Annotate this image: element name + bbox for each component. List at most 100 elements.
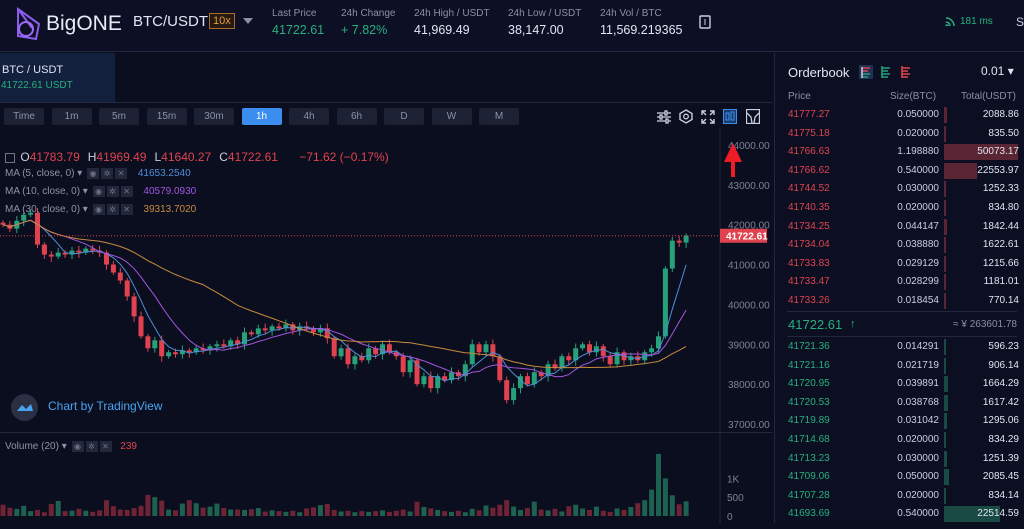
depth-bar <box>944 181 946 198</box>
price: 41766.62 <box>788 164 830 176</box>
ma-value: 40579.0930 <box>143 186 197 198</box>
timeframe-5m[interactable]: 5m <box>99 108 139 125</box>
ma-label[interactable]: MA (10, close, 0) <box>5 186 81 198</box>
price: 41693.69 <box>788 508 830 520</box>
volume-bar <box>566 506 572 516</box>
close-icon[interactable]: ✕ <box>120 204 133 215</box>
candle <box>138 311 144 339</box>
pair-tab[interactable]: BTC / USDT 41722.61 USDT <box>0 53 115 102</box>
gear-icon[interactable] <box>679 109 693 124</box>
ask-row[interactable]: 41766.62 0.540000 22553.97 <box>775 162 1024 180</box>
eye-icon[interactable]: ◉ <box>92 204 105 215</box>
pair-dropdown-icon[interactable] <box>243 18 253 24</box>
stat-label: 24h Change <box>341 8 396 19</box>
volume-bar <box>628 506 634 516</box>
close-icon[interactable]: ✕ <box>99 441 112 452</box>
document-icon[interactable] <box>699 15 711 29</box>
candle <box>600 343 606 362</box>
menu-cut-label[interactable]: S <box>1016 15 1024 29</box>
volume-bar <box>83 510 89 516</box>
candle <box>283 319 289 332</box>
price: 41720.53 <box>788 396 830 408</box>
bid-row[interactable]: 41720.95 0.039891 1664.29 <box>775 375 1024 393</box>
timeframe-1m[interactable]: 1m <box>51 108 92 125</box>
price: 41709.06 <box>788 471 830 483</box>
price: 41721.16 <box>788 359 830 371</box>
bid-row[interactable]: 41721.16 0.021719 906.14 <box>775 357 1024 375</box>
asks-view-icon[interactable] <box>899 65 913 79</box>
volume-bar <box>166 509 172 516</box>
stat-label: Last Price <box>272 8 317 19</box>
bigone-logo[interactable] <box>12 6 42 42</box>
timeframe-d[interactable]: D <box>384 108 424 125</box>
eye-icon[interactable]: ◉ <box>92 186 105 197</box>
ask-row[interactable]: 41734.04 0.038880 1622.61 <box>775 236 1024 254</box>
bid-row[interactable]: 41721.36 0.014291 596.23 <box>775 338 1024 356</box>
size: 0.038880 <box>897 239 939 251</box>
precision-select[interactable]: 0.01 ▾ <box>981 64 1014 78</box>
candlestick-plot[interactable]: 44000.00 43000.00 42000.00 41000.00 40000.00… <box>0 129 772 432</box>
volume-bar <box>124 509 130 516</box>
timeframe-1h[interactable]: 1h <box>241 108 282 125</box>
ask-row[interactable]: 41733.83 0.029129 1215.66 <box>775 255 1024 273</box>
timeframe-15m[interactable]: 15m <box>146 108 187 125</box>
timeframe-30m[interactable]: 30m <box>194 108 234 125</box>
price: 41713.23 <box>788 452 830 464</box>
ask-row[interactable]: 41734.25 0.044147 1842.44 <box>775 218 1024 236</box>
volume-bar <box>304 508 310 516</box>
ask-row[interactable]: 41733.47 0.028299 1181.01 <box>775 273 1024 291</box>
depth-chart-icon[interactable] <box>746 109 760 124</box>
indicators-settings-icon[interactable] <box>656 110 672 124</box>
volume-bar <box>621 509 627 516</box>
gear-icon[interactable]: ✲ <box>101 168 114 179</box>
volume-value: 239 <box>120 441 137 453</box>
candle <box>48 250 54 262</box>
close-icon[interactable]: ✕ <box>120 186 133 197</box>
ask-row[interactable]: 41777.27 0.050000 2088.86 <box>775 106 1024 124</box>
timeframe-6h[interactable]: 6h <box>336 108 377 125</box>
bid-row[interactable]: 41707.28 0.020000 834.14 <box>775 487 1024 505</box>
tradingview-watermark[interactable]: Chart by TradingView <box>48 399 163 413</box>
ask-row[interactable]: 41766.63 1.198880 50073.17 <box>775 143 1024 161</box>
bid-row[interactable]: 41713.23 0.030000 1251.39 <box>775 450 1024 468</box>
gear-icon[interactable]: ✲ <box>106 204 119 215</box>
eye-icon[interactable]: ◉ <box>71 441 84 452</box>
close-icon[interactable]: ✕ <box>115 168 128 179</box>
price-chart[interactable]: 44000.00 43000.00 42000.00 41000.00 40000.00… <box>0 129 772 432</box>
eye-icon[interactable]: ◉ <box>87 168 100 179</box>
bid-row[interactable]: 41693.69 0.540000 22514.59 <box>775 505 1024 523</box>
ask-row[interactable]: 41775.18 0.020000 835.50 <box>775 125 1024 143</box>
brand-name: BigONE <box>46 12 122 35</box>
tradingview-logo[interactable] <box>11 394 38 421</box>
y-tick-label: 41000.00 <box>728 261 770 272</box>
ask-row[interactable]: 41744.52 0.030000 1252.33 <box>775 180 1024 198</box>
ask-row[interactable]: 41740.35 0.020000 834.80 <box>775 199 1024 217</box>
timeframe-w[interactable]: W <box>431 108 472 125</box>
ma-label[interactable]: MA (5, close, 0) <box>5 168 75 180</box>
total: 834.29 <box>988 434 1019 445</box>
bid-row[interactable]: 41719.89 0.031042 1295.06 <box>775 412 1024 430</box>
timeframe-4h[interactable]: 4h <box>289 108 329 125</box>
size: 0.540000 <box>897 164 939 176</box>
cny-price: ≈ ¥ 263601.78 <box>953 319 1017 330</box>
ma-label[interactable]: MA (30, close, 0) <box>5 204 81 216</box>
both-sides-view-icon[interactable] <box>859 65 873 79</box>
gear-icon[interactable]: ✲ <box>106 186 119 197</box>
timeframe-m[interactable]: M <box>479 108 519 125</box>
ask-row[interactable]: 41733.26 0.018454 770.14 <box>775 292 1024 310</box>
bid-row[interactable]: 41714.68 0.020000 834.29 <box>775 431 1024 449</box>
pair-selector[interactable]: BTC/USDT <box>133 13 208 30</box>
bid-row[interactable]: 41720.53 0.038768 1617.42 <box>775 394 1024 412</box>
timeframe-time[interactable]: Time <box>4 108 44 125</box>
bids-view-icon[interactable] <box>879 65 893 79</box>
volume-bar <box>173 510 178 516</box>
up-arrow-icon: ↑ <box>850 318 856 330</box>
collapse-legend-icon[interactable] <box>5 152 15 163</box>
bid-row[interactable]: 41709.06 0.050000 2085.45 <box>775 468 1024 486</box>
gear-icon[interactable]: ✲ <box>85 441 98 452</box>
candle <box>614 347 620 368</box>
price: 41777.27 <box>788 109 830 120</box>
fullscreen-icon[interactable] <box>701 110 715 124</box>
volume-pane[interactable]: 1K 500 0 Volume (20) ▾ ◉ ✲ ✕ 239 <box>0 432 772 524</box>
candle-chart-icon[interactable] <box>723 109 737 124</box>
